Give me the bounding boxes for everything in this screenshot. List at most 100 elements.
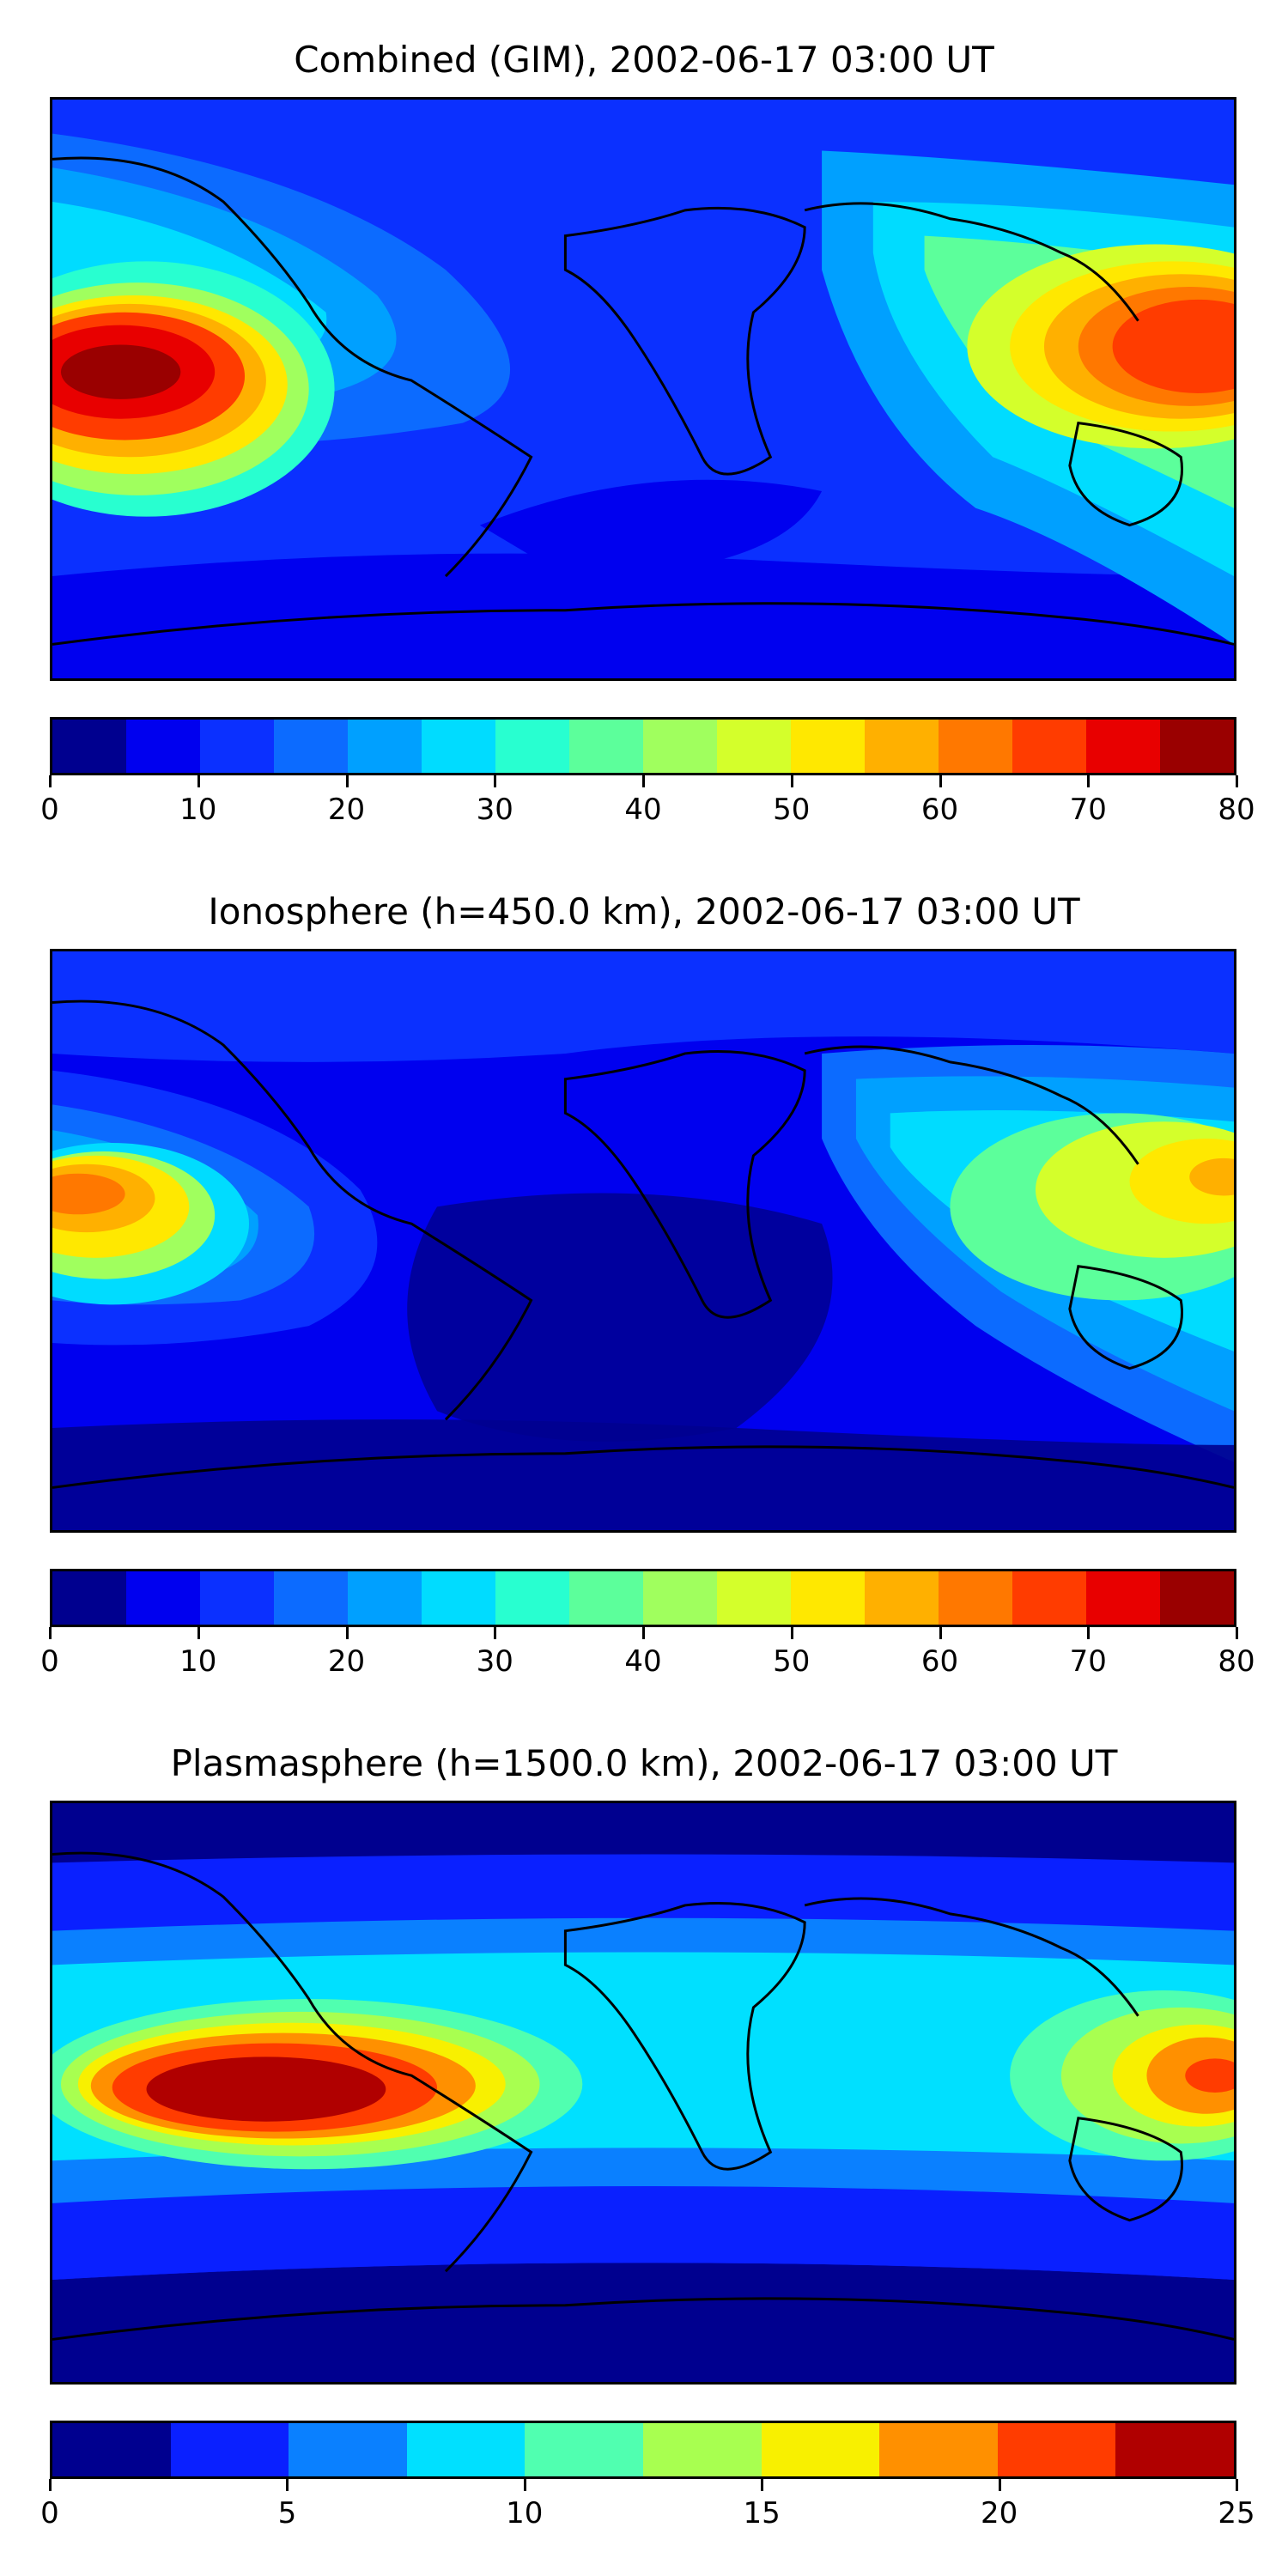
colorbar-tick-mark [642,775,645,787]
colorbar-tick-label: 80 [1218,793,1255,827]
colorbar-segment [274,1571,348,1625]
colorbar-tick-label: 40 [624,793,662,827]
combined-map-title: Combined (GIM), 2002-06-17 03:00 UT [294,39,994,81]
colorbar-segment [348,720,422,773]
colorbar-tick-label: 50 [773,793,811,827]
colorbar-tick-label: 50 [773,1644,811,1679]
colorbar-segment [1160,720,1234,773]
plasmasphere-colorbar [50,2421,1236,2479]
colorbar-tick-label: 10 [506,2496,544,2530]
colorbar-tick-label: 70 [1069,1644,1107,1679]
colorbar-tick-mark [939,775,942,787]
colorbar-segment [643,720,717,773]
colorbar-segment [52,1571,126,1625]
colorbar-tick-mark [197,775,200,787]
colorbar-segment [495,720,569,773]
colorbar-segment [717,1571,791,1625]
colorbar-tick-label: 60 [920,793,959,827]
colorbar-segment [406,2423,526,2476]
plasmasphere-colorbar-ticks: 0 5 10 15 20 25 [40,2479,1255,2530]
colorbar-tick-label: 0 [40,793,59,827]
colorbar-tick-mark [494,1627,497,1639]
colorbar-tick-label: 15 [743,2496,781,2530]
colorbar-tick-label: 40 [624,1644,662,1679]
plasmasphere-map-title: Plasmasphere (h=1500.0 km), 2002-06-17 0… [170,1742,1118,1784]
colorbar-tick-mark [761,2479,764,2491]
colorbar-tick-label: 5 [277,2496,297,2530]
colorbar-tick-mark [49,1627,52,1639]
colorbar-tick-mark [1236,1627,1238,1639]
colorbar-tick-label: 10 [179,1644,217,1679]
colorbar-tick-label: 30 [476,793,513,827]
colorbar-segment [274,720,348,773]
colorbar-tick-label: 25 [1218,2496,1255,2530]
colorbar-tick-mark [1236,775,1238,787]
colorbar-tick-label: 20 [980,2496,1018,2530]
ionosphere-map-title: Ionosphere (h=450.0 km), 2002-06-17 03:0… [208,890,1080,933]
combined-map [50,97,1236,681]
colorbar-tick-label: 0 [40,1644,59,1679]
colorbar-tick-mark [523,2479,526,2491]
colorbar-segment [865,720,939,773]
colorbar-tick-label: 10 [179,793,217,827]
colorbar-tick-mark [1087,775,1091,787]
colorbar-tick-mark [49,2479,52,2491]
colorbar-segment [495,1571,569,1625]
colorbar-segment [1115,2423,1234,2476]
colorbar-segment [1086,1571,1160,1625]
colorbar-segment [717,720,791,773]
colorbar-tick-mark [197,1627,200,1639]
colorbar-segment [126,720,200,773]
colorbar-segment [422,720,495,773]
colorbar-segment [422,1571,495,1625]
colorbar-segment [1012,720,1086,773]
colorbar-segment [52,720,126,773]
colorbar-segment [997,2423,1116,2476]
colorbar-segment [170,2423,289,2476]
colorbar-segment [569,1571,643,1625]
colorbar-tick-mark [286,2479,289,2491]
colorbar-tick-label: 60 [920,1644,959,1679]
colorbar-segment [569,720,643,773]
colorbar-segment [761,2423,880,2476]
colorbar-segment [348,1571,422,1625]
ionosphere-colorbar-ticks: 0 10 20 30 40 50 60 70 80 [40,1627,1255,1679]
colorbar-tick-label: 20 [327,793,366,827]
ionosphere-map [50,949,1236,1533]
ionosphere-colorbar [50,1569,1236,1627]
colorbar-segment [1086,720,1160,773]
colorbar-tick-mark [642,1627,645,1639]
colorbar-tick-mark [998,2479,1001,2491]
plasmasphere-map [50,1801,1236,2385]
colorbar-segment [126,1571,200,1625]
colorbar-segment [52,2423,171,2476]
colorbar-tick-mark [49,775,52,787]
colorbar-segment [1012,1571,1086,1625]
colorbar-tick-label: 70 [1069,793,1107,827]
colorbar-tick-mark [790,775,793,787]
colorbar-tick-mark [1236,2479,1238,2491]
colorbar-tick-mark [939,1627,942,1639]
colorbar-segment [939,1571,1012,1625]
colorbar-segment [642,2423,762,2476]
colorbar-segment [200,1571,274,1625]
colorbar-segment [791,1571,865,1625]
colorbar-tick-mark [790,1627,793,1639]
colorbar-tick-mark [1087,1627,1091,1639]
colorbar-tick-label: 80 [1218,1644,1255,1679]
colorbar-segment [939,720,1012,773]
colorbar-tick-label: 0 [40,2496,59,2530]
colorbar-tick-mark [494,775,497,787]
combined-colorbar [50,717,1236,775]
colorbar-segment [289,2423,407,2476]
colorbar-tick-mark [345,775,349,787]
colorbar-segment [1160,1571,1234,1625]
combined-colorbar-ticks: 0 10 20 30 40 50 60 70 80 [40,775,1255,827]
colorbar-tick-label: 30 [476,1644,513,1679]
colorbar-segment [791,720,865,773]
colorbar-segment [879,2423,998,2476]
colorbar-segment [525,2423,643,2476]
colorbar-segment [643,1571,717,1625]
colorbar-segment [200,720,274,773]
colorbar-segment [865,1571,939,1625]
